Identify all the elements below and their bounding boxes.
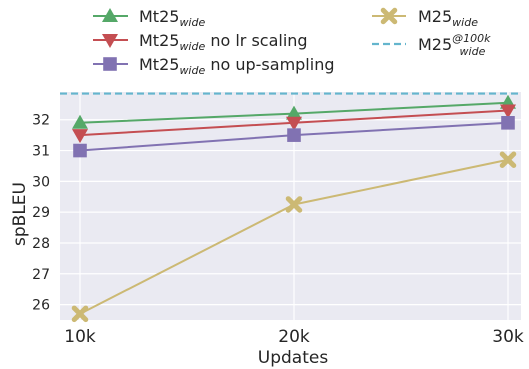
x-axis-title: Updates: [258, 348, 329, 368]
y-tick-label: 27: [32, 267, 50, 283]
y-tick-label: 31: [32, 144, 50, 160]
legend-entry: [93, 34, 128, 48]
data-point: [499, 151, 517, 169]
series-2: [72, 104, 516, 144]
y-tick-label: 29: [32, 205, 50, 221]
legend-entry: [93, 8, 128, 22]
data-point: [286, 105, 302, 120]
series-4: [71, 151, 517, 323]
data-point: [73, 143, 87, 158]
data-point: [286, 116, 302, 131]
x-tick-label: 20k: [278, 327, 310, 347]
data-point: [287, 128, 301, 142]
legend-marker: [102, 8, 118, 22]
legend-label: M25@100k wide: [418, 32, 491, 58]
legend-entry: [372, 7, 406, 25]
legend-marker: [102, 34, 118, 48]
legend-label: Mt25wide no up-sampling: [139, 55, 335, 77]
legend-label: M25wide: [418, 7, 478, 29]
data-point: [72, 129, 88, 144]
legend-label: Mt25wide no lr scaling: [139, 31, 308, 53]
legend-label: Mt25wide: [139, 7, 205, 29]
data-point: [501, 116, 515, 130]
data-point: [72, 114, 88, 129]
y-tick-label: 32: [32, 113, 50, 129]
data-point: [71, 305, 89, 323]
data-point: [285, 196, 303, 213]
x-tick-label: 30k: [492, 327, 524, 347]
y-tick-label: 26: [32, 298, 50, 314]
x-tick-label: 10k: [64, 327, 96, 347]
y-axis-title: spBLEU: [10, 182, 30, 246]
data-point: [500, 104, 516, 119]
y-tick-label: 30: [32, 174, 50, 190]
legend-marker: [103, 57, 117, 71]
legend-marker: [380, 7, 398, 25]
y-tick-label: 28: [32, 236, 50, 252]
series-3: [73, 116, 515, 158]
legend-entry: [93, 57, 128, 71]
